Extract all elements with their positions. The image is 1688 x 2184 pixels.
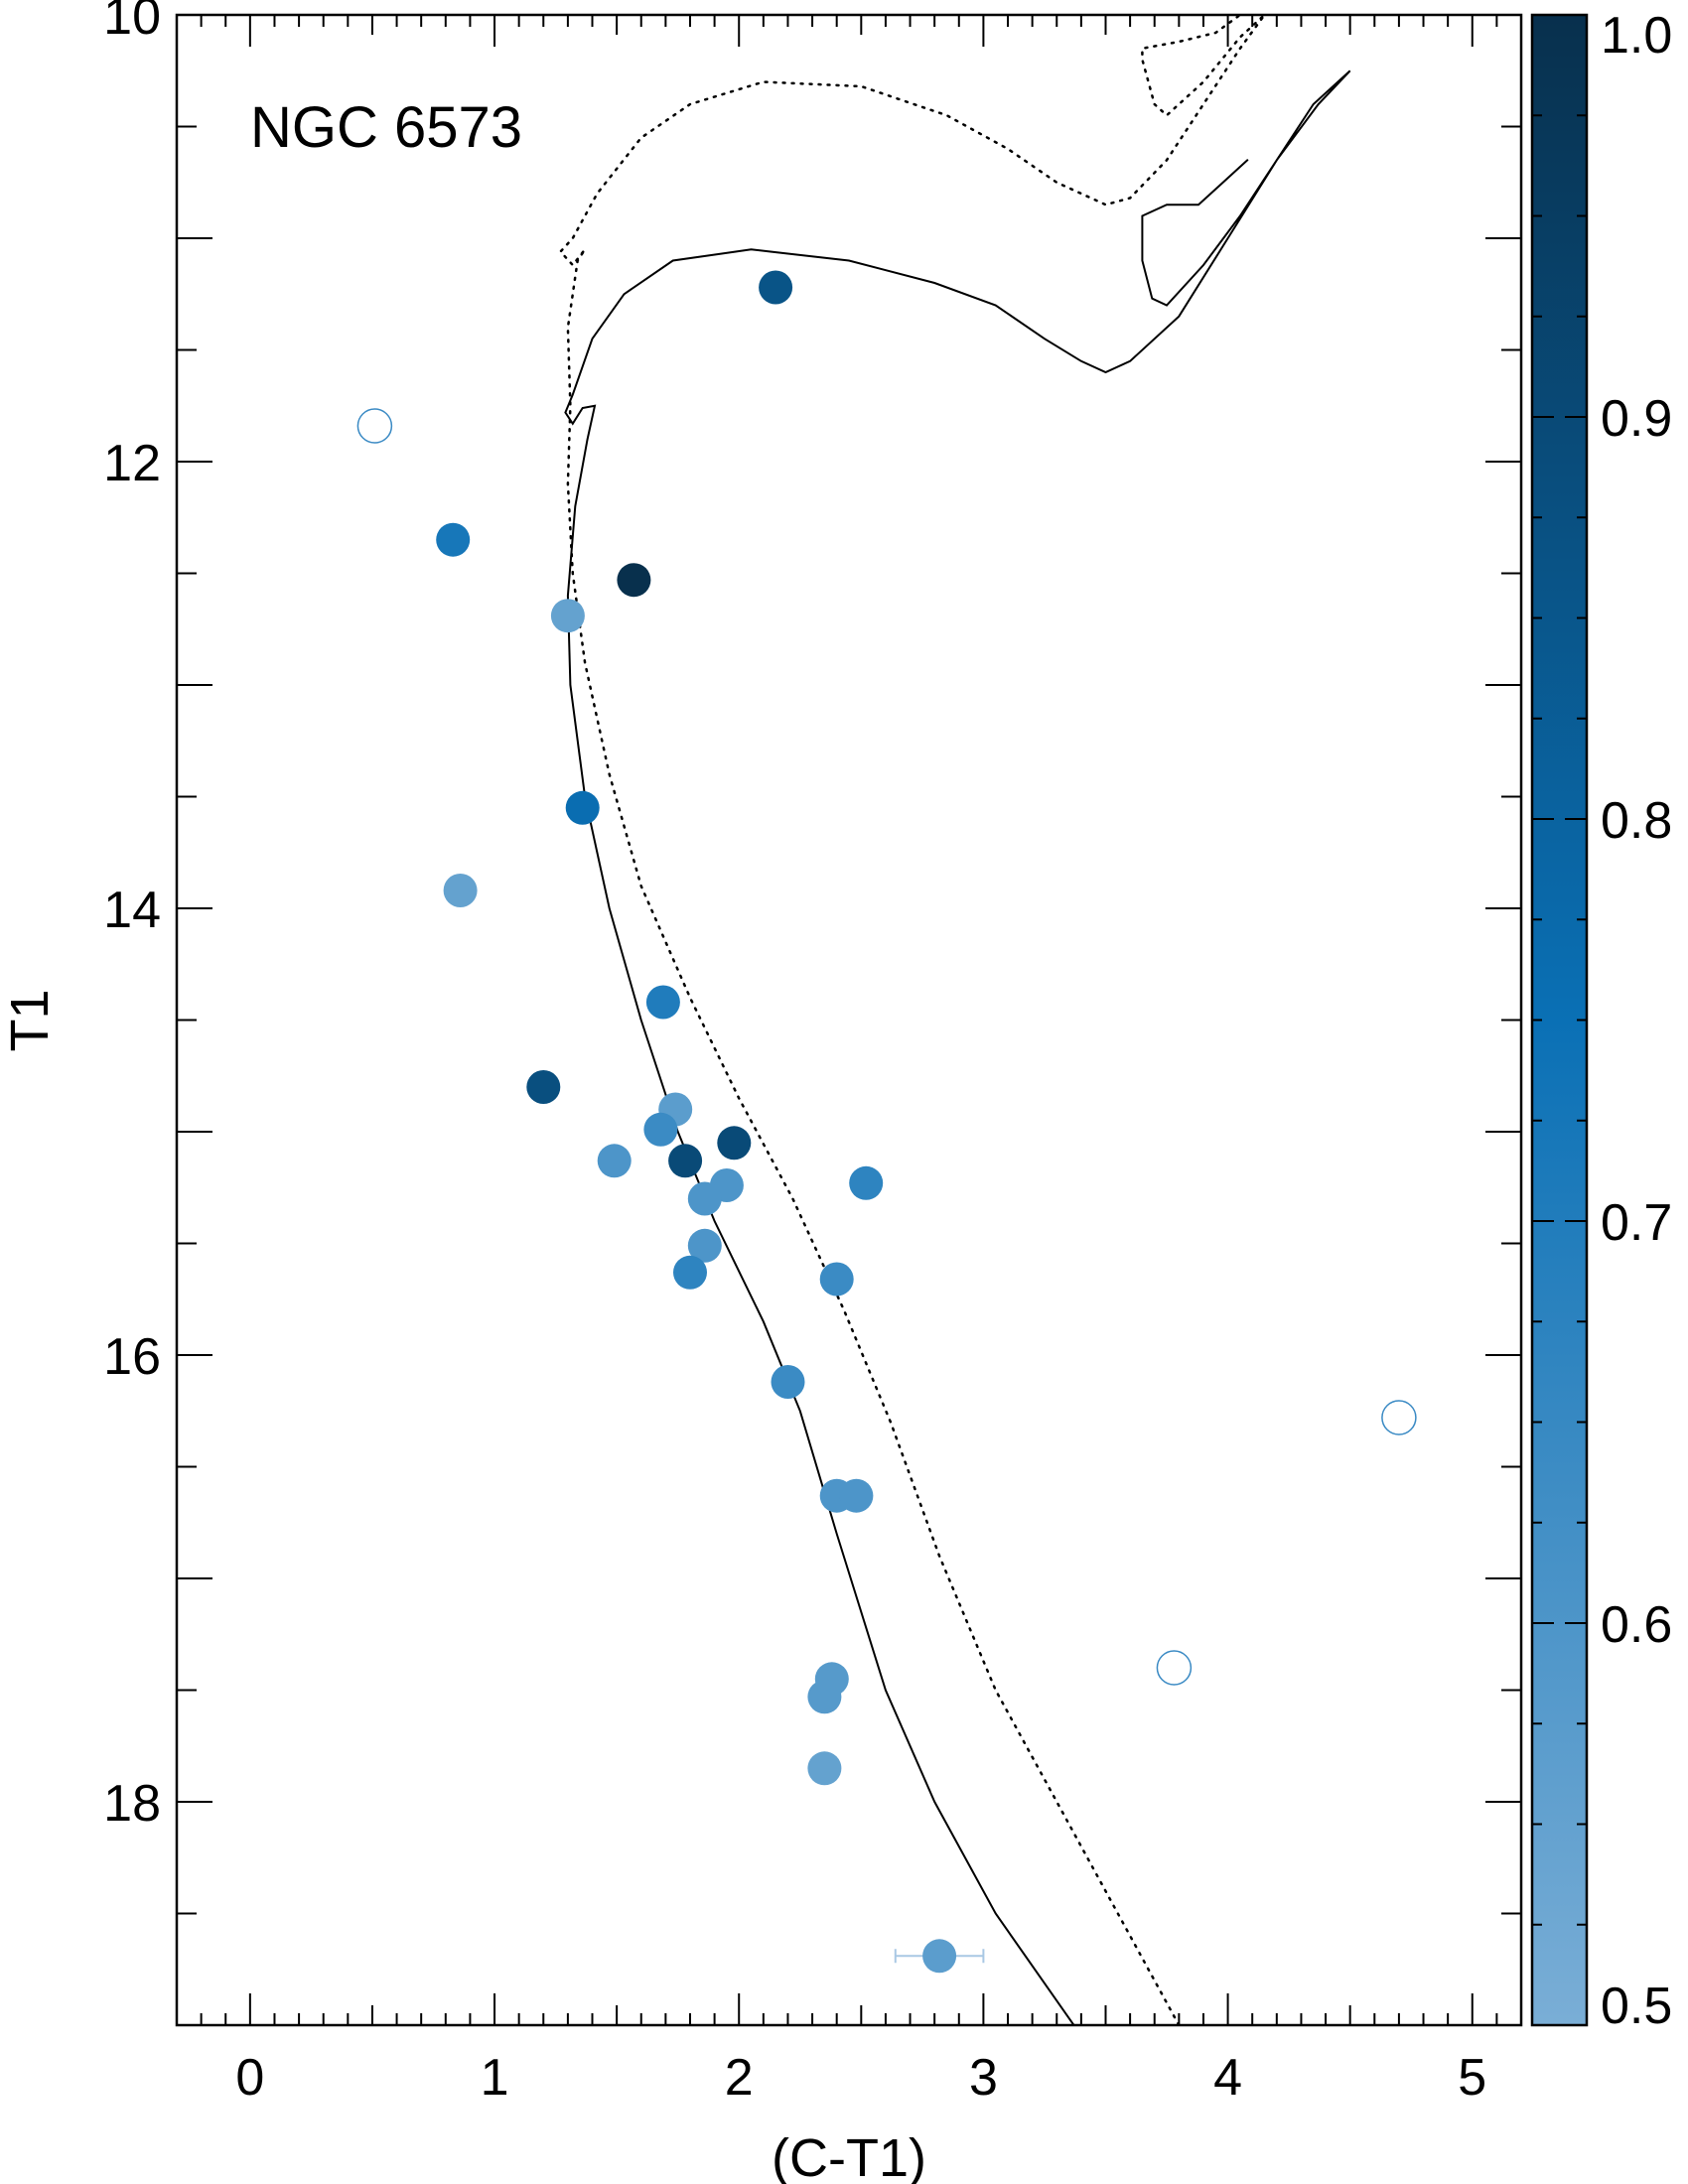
data-point	[565, 790, 600, 825]
y-tick-label: 14	[103, 882, 161, 939]
data-point	[687, 1181, 722, 1216]
data-point	[597, 1144, 632, 1178]
y-tick-label: 12	[103, 435, 161, 492]
data-points-layer	[356, 270, 1417, 1974]
y-tick-label: 10	[103, 0, 161, 46]
data-point	[687, 1228, 722, 1263]
colorbar-tick-label: 0.8	[1601, 792, 1672, 850]
x-tick-label: 0	[235, 2049, 264, 2107]
data-point	[617, 563, 651, 598]
data-point-open	[356, 408, 393, 444]
data-point	[717, 1126, 752, 1160]
isochrone-dotted	[558, 15, 1266, 2025]
data-point	[807, 1680, 842, 1714]
data-point	[839, 1478, 874, 1513]
data-point	[645, 985, 680, 1020]
y-tick-label: 16	[103, 1328, 161, 1386]
plot-frame	[175, 13, 1523, 2027]
y-axis-label: T1	[0, 989, 60, 1051]
data-point-open	[1156, 1650, 1193, 1686]
colorbar-tick-label: 0.7	[1601, 1194, 1672, 1252]
data-point	[443, 874, 478, 907]
colorbar-tick-label: 0.5	[1601, 1978, 1672, 2035]
data-point	[819, 1262, 854, 1297]
colorbar-ticks: 0.5 0.6 0.7 0.8 0.9 1.0	[1532, 7, 1672, 2035]
x-tick-label: 2	[725, 2049, 754, 2107]
x-tick-label: 3	[969, 2049, 998, 2107]
data-point	[436, 522, 471, 557]
data-point	[643, 1112, 678, 1147]
data-point	[673, 1255, 707, 1290]
colorbar-tick-label: 0.6	[1601, 1596, 1672, 1654]
chart-title: NGC 6573	[250, 95, 522, 160]
isochrone-layer	[558, 15, 1351, 2025]
data-point	[759, 270, 793, 305]
colorbar-tick-label: 0.9	[1601, 390, 1672, 448]
data-point	[550, 599, 585, 633]
y-tick-label: 18	[103, 1775, 161, 1833]
isochrone-solid	[564, 69, 1351, 2025]
data-point	[771, 1365, 805, 1399]
data-point-open	[1381, 1400, 1417, 1435]
data-point	[807, 1751, 842, 1786]
y-axis-ticks: 10 12 14 16 18	[103, 0, 1521, 2026]
data-point	[668, 1144, 703, 1178]
x-axis-ticks: 0 1 2 3 4 5	[176, 15, 1522, 2107]
data-point	[526, 1070, 561, 1104]
x-tick-label: 5	[1458, 2049, 1486, 2107]
data-point	[849, 1165, 884, 1200]
x-tick-label: 4	[1213, 2049, 1242, 2107]
data-point	[922, 1939, 957, 1974]
x-tick-label: 1	[481, 2049, 509, 2107]
colorbar-tick-label: 1.0	[1601, 7, 1672, 65]
x-axis-label: (C-T1)	[772, 2128, 926, 2184]
